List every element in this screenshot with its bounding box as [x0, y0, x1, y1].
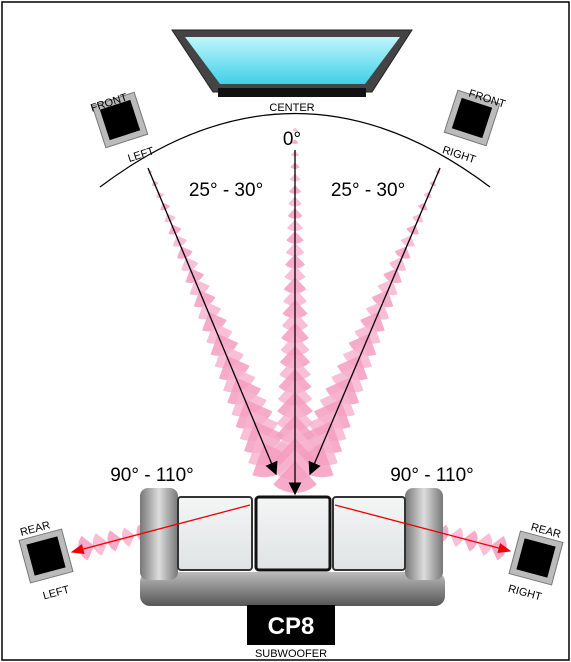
speaker-label: LEFT: [42, 584, 71, 603]
tv-stand: [218, 88, 366, 97]
speaker: [18, 528, 74, 584]
center-label: CENTER: [269, 102, 314, 114]
wave: [172, 235, 187, 247]
angle-label: 90° - 110°: [390, 465, 474, 486]
cushion: [177, 496, 253, 571]
couch-arm: [405, 488, 443, 580]
wave: [164, 213, 176, 223]
cushion: [254, 495, 332, 572]
wave: [189, 279, 210, 296]
wave: [292, 127, 298, 132]
speaker-label: RIGHT: [441, 144, 478, 166]
arrow: [308, 167, 441, 476]
angle-label: 25° - 30°: [189, 180, 263, 201]
speaker: [508, 530, 564, 586]
wave: [400, 235, 415, 247]
angle-label: 0°: [283, 129, 301, 150]
wave: [185, 268, 204, 284]
wave: [193, 290, 216, 308]
couch-arm: [140, 488, 178, 580]
speaker-label: LEFT: [126, 145, 156, 165]
wave: [377, 279, 398, 296]
cushion: [332, 496, 406, 571]
speaker: [91, 91, 149, 149]
angle-label: 90° - 110°: [110, 465, 194, 486]
wave: [383, 268, 402, 284]
subwoofer-label: SUBWOOFER: [255, 648, 327, 660]
arrow: [147, 167, 278, 476]
wave: [389, 257, 407, 271]
wave: [197, 301, 222, 320]
wave: [168, 224, 182, 235]
subwoofer: [247, 605, 335, 645]
angle-label: 25° - 30°: [331, 180, 405, 201]
rear-arrow: [334, 504, 512, 554]
wave: [291, 139, 299, 145]
speaker: [443, 89, 501, 147]
wave: [371, 290, 394, 308]
wave: [394, 246, 411, 259]
wave: [412, 213, 424, 223]
subwoofer-model: CP8: [268, 613, 315, 640]
arc: [99, 112, 491, 188]
wave: [177, 246, 193, 259]
speaker-label: RIGHT: [507, 583, 543, 604]
tv-screen: [185, 37, 400, 84]
rear-arrow: [70, 504, 251, 555]
wave: [406, 224, 419, 235]
couch-base: [140, 572, 445, 606]
wave: [181, 257, 199, 271]
